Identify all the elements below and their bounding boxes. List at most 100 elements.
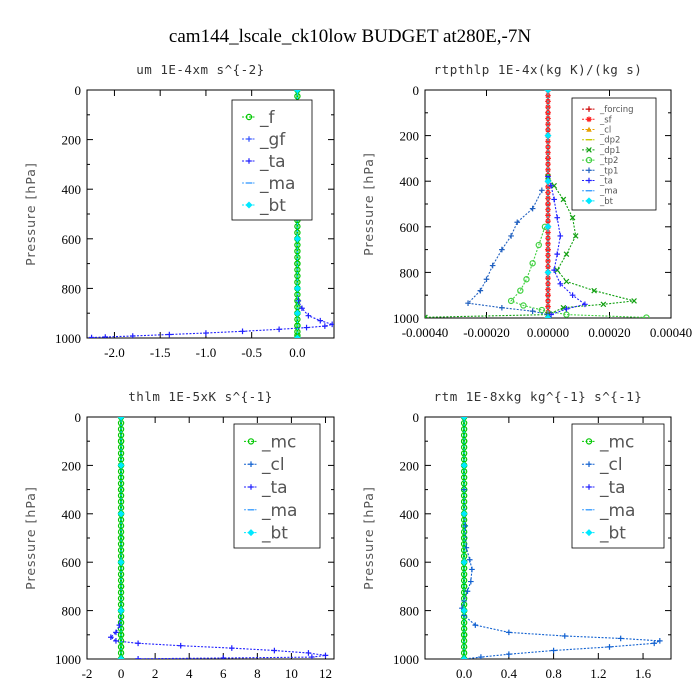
series-point-ta [113,638,119,644]
x-tick-label: 6 [220,666,227,681]
series-point-bt [293,284,301,292]
y-tick-label: 400 [62,507,82,522]
y-tick-label: 800 [62,604,82,619]
series-point-cl [472,622,479,628]
series-point-ta [239,328,246,335]
series-point-tp1 [529,205,536,212]
legend-label: _ta [259,152,286,172]
series-point-bt [460,510,468,518]
series-point-cl [466,556,473,563]
series-point-sf [545,184,551,190]
series-point-cl [657,638,663,644]
legend-label: _bt [599,524,626,544]
series-point-ta [303,324,310,331]
legend-label: _bt [261,524,288,544]
series-point-ta [276,326,282,333]
series-point-ta [305,312,312,319]
series-point-bt [293,90,301,94]
series-point-cl [506,651,512,657]
legend-marker [247,529,255,537]
series-point-sf [545,121,551,127]
y-tick-label: 600 [62,232,82,247]
series-point-dp1 [572,233,579,239]
y-axis-label: Pressure [hPa] [361,152,376,256]
series-point-tp2 [520,302,527,309]
series-group [108,417,329,659]
series-point-dp1 [425,314,428,318]
series-point-ta [322,323,328,329]
x-tick-label: 0 [118,666,125,681]
x-tick-label: 2 [152,666,159,681]
legend-label: _ta [599,478,626,498]
legend-box [571,423,665,549]
series-point-ta [299,305,305,312]
x-tick-label: 0.00000 [527,325,569,340]
legend-marker [586,484,592,490]
series-point-dp1 [563,278,570,285]
series-point-bt [293,309,301,317]
legend-label: _forcing [599,105,634,115]
legend-label: _mc [261,432,296,452]
legend-marker [585,529,593,537]
legend-label: _cl [261,455,285,475]
series-point-bt [544,90,552,94]
legend: _forcing_sf_cl_dp2_dp1_tp2_tp1_ta_ma_bt [571,97,657,211]
series-point-ta [305,650,312,656]
series-point-ta [271,647,278,654]
series-point-bt [293,334,301,338]
series-line-tp1 [466,190,549,316]
series-point-ta [220,655,227,659]
y-tick-label: 0 [413,410,420,425]
series-point-tp2 [538,306,546,314]
chart-panel-1: um 1E-4xm s^{-2} Pressure [hPa] 0 200 400 600… [23,62,335,360]
series-point-bt [117,558,125,566]
series-point-cl [464,588,471,595]
series-point-ta [548,182,554,189]
legend-marker [247,438,255,445]
chart-panels: um 1E-4xm s^{-2}Pressure [hPa]0200400600… [23,62,692,681]
x-tick-label: 1.6 [635,666,652,681]
y-tick-label: 800 [400,604,420,619]
legend-label: _ma [599,187,618,197]
series-point-tp1 [529,308,536,314]
series-point-tp2 [517,287,524,294]
series-group [459,417,663,659]
legend-label: _ma [599,501,635,521]
series-point-ta [322,652,329,659]
legend-label: _bt [599,197,614,207]
legend: _mc _cl _ta _ma _bt [571,423,665,549]
series-point-ta [102,334,109,338]
y-tick-label: 200 [62,133,82,148]
y-tick-label: 600 [400,555,420,570]
chart-panel-3: thlm 1E-5xK s^{-1} Pressure [hPa] 0 200 400 6… [23,389,335,681]
series-point-sf [545,149,551,156]
x-tick-label: -2.0 [104,345,125,360]
x-tick-label: 8 [254,666,261,681]
series-point-sf [545,167,551,173]
series-point-tp1 [499,304,505,311]
series-point-bt [544,223,552,231]
series-point-ta [554,251,561,257]
series-point-tp2 [535,241,542,249]
series-point-cl [462,523,469,529]
y-tick-label: 800 [62,281,82,296]
x-tick-label: 0.8 [545,666,561,681]
series-point-ta [551,267,557,273]
legend: _f_gf_ta_ma_bt [231,99,313,221]
series-point-sf [545,258,551,264]
series-point-bt [460,417,468,421]
series-point-ta [129,333,136,338]
legend-label: _cl [599,125,611,135]
legend-marker [586,106,592,112]
legend-label: _ta [599,176,613,186]
series-point-dp1 [563,251,570,257]
series-point-ta [309,654,315,659]
series-point-sf [545,229,551,236]
y-tick-label: 200 [400,458,420,473]
series-point-bt [460,607,468,615]
series-point-dp1 [631,298,637,304]
series-point-sf [545,241,551,247]
series-point-tp2 [507,297,515,305]
series-point-sf [545,303,551,310]
legend-marker [586,126,592,132]
